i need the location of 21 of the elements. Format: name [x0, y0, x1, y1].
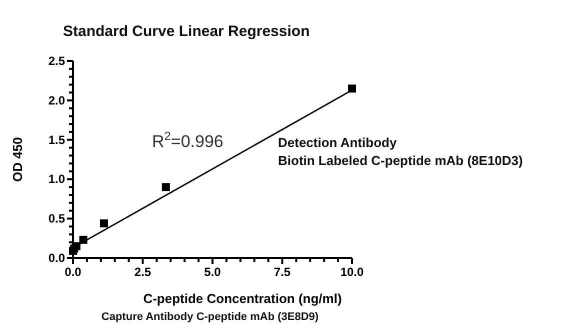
y-tick-label: 1.5 — [48, 132, 66, 147]
y-tick-label: 1.0 — [48, 172, 66, 186]
x-tick-label: 10.0 — [340, 265, 364, 279]
annotation: Detection Antibody — [278, 135, 398, 150]
x-tick-label: 2.5 — [134, 265, 152, 279]
y-tick-label: 2.5 — [48, 54, 66, 68]
chart-title: Standard Curve Linear Regression — [63, 23, 310, 40]
x-tick-label: 5.0 — [204, 265, 222, 279]
text: Capture Antibody C-peptide mAb (3E8D9) — [101, 311, 319, 323]
point — [100, 219, 108, 228]
y-tick-label: 2.0 — [48, 93, 66, 108]
point — [162, 183, 170, 192]
point — [348, 84, 356, 93]
annotation: Biotin Labeled C-peptide mAb (8E10D3) — [278, 153, 523, 168]
y-tick-label: 0.0 — [48, 251, 66, 265]
annotation: R$^{2}$=0.996 — [152, 129, 224, 151]
x-tick-label: 7.5 — [274, 265, 291, 279]
y-tick-label: 0.5 — [48, 212, 66, 226]
x-tick-label: 0.0 — [64, 265, 82, 279]
y-axis-title: OD 450 — [10, 137, 25, 182]
x-axis-title: C-peptide Concentration (ng/ml) — [143, 291, 342, 306]
